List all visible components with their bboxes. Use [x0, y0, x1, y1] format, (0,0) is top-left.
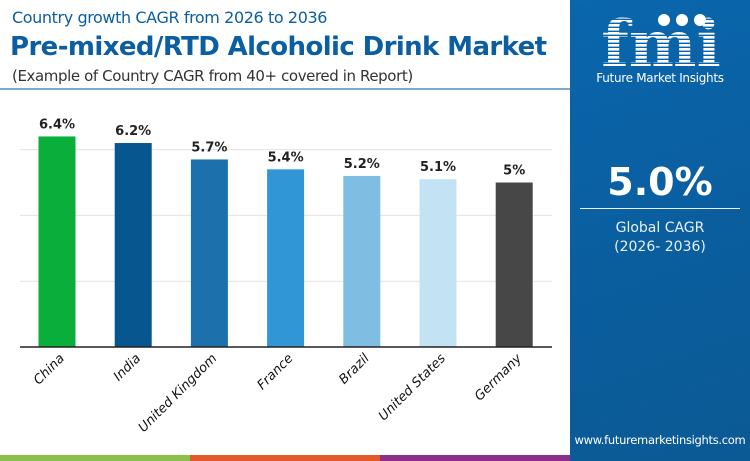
global-cagr-label: Global CAGR (2026- 2036) — [570, 219, 750, 257]
data-label: 5% — [503, 164, 525, 179]
data-label: 5.2% — [344, 157, 380, 172]
header-divider — [0, 88, 570, 90]
x-tick-label: Brazil — [336, 351, 373, 388]
global-cagr-period: (2026- 2036) — [614, 239, 706, 255]
chart-subtitle: Country growth CAGR from 2026 to 2036 — [12, 8, 328, 27]
bar-brazil — [343, 175, 381, 347]
website-link[interactable]: www.futuremarketinsights.com — [574, 433, 746, 447]
global-cagr-text: Global CAGR — [615, 220, 705, 236]
data-label: 6.2% — [115, 124, 151, 139]
chart-title: Pre-mixed/RTD Alcoholic Drink Market — [10, 32, 547, 62]
bar-germany — [495, 182, 533, 347]
footer-stripe-purple — [380, 455, 570, 461]
bar-chart: 6.4% China 6.2% India 5.7% United Kingdom 5.4%… — [20, 117, 552, 436]
bar-india — [114, 143, 152, 347]
x-tick-label: France — [255, 351, 297, 393]
footer-stripe-green — [0, 455, 190, 461]
bar-united-kingdom — [190, 159, 228, 347]
x-tick-label: Germany — [472, 351, 525, 404]
data-label: 6.4% — [39, 117, 75, 132]
data-label: 5.4% — [268, 150, 304, 165]
bar-china — [38, 136, 76, 347]
divider — [580, 208, 740, 209]
x-tick-label: China — [31, 351, 68, 388]
x-tick-label: India — [111, 351, 144, 384]
x-tick-label: United Kingdom — [136, 351, 220, 435]
side-panel: fmi Future Market Insights 5.0% Global C… — [570, 0, 750, 461]
footer-stripe-orange — [190, 455, 380, 461]
bar-france — [267, 169, 305, 347]
fmi-logo: fmi — [601, 12, 721, 68]
bar-united-states — [419, 179, 457, 347]
data-label: 5.7% — [191, 140, 227, 155]
global-cagr-value: 5.0% — [607, 160, 713, 204]
data-label: 5.1% — [420, 160, 456, 175]
chart-note: (Example of Country CAGR from 40+ covere… — [12, 67, 413, 85]
brand-name: Future Market Insights — [596, 71, 724, 85]
x-tick-label: United States — [376, 351, 449, 424]
